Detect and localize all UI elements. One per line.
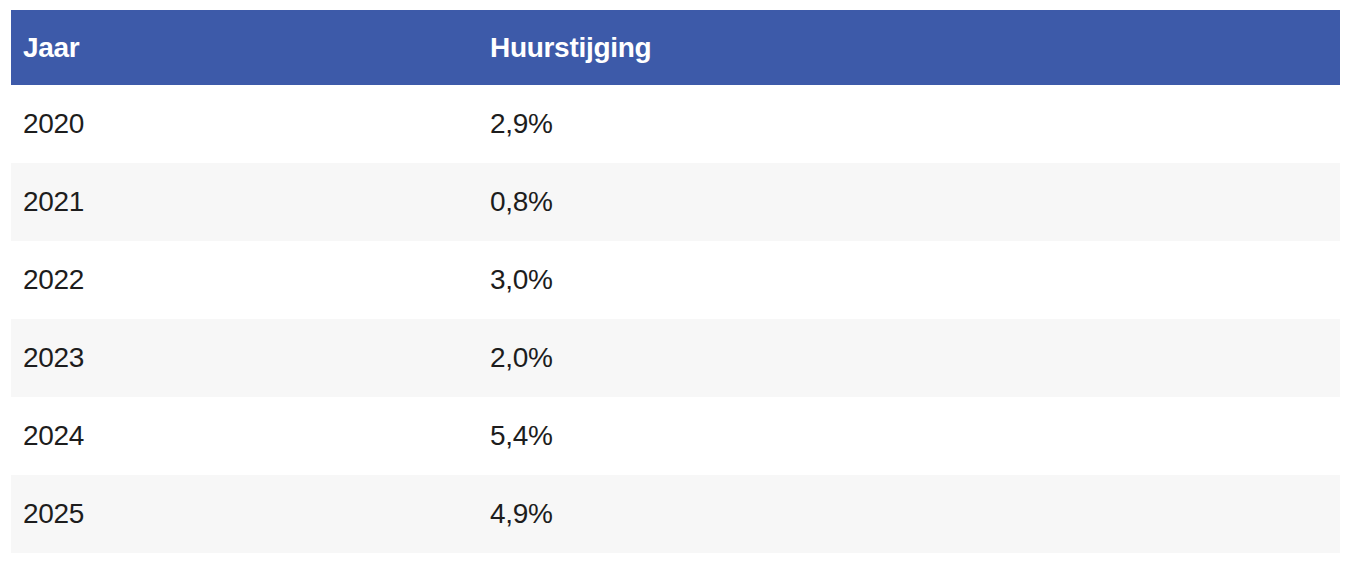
table-row: 2024 5,4% [11, 397, 1340, 475]
increase-cell: 2,9% [478, 110, 1340, 138]
rent-increase-table: Jaar Huurstijging 2020 2,9% 2021 0,8% 20… [11, 10, 1340, 553]
year-cell: 2020 [11, 110, 478, 138]
increase-cell: 4,9% [478, 500, 1340, 528]
increase-cell: 2,0% [478, 344, 1340, 372]
increase-cell: 5,4% [478, 422, 1340, 450]
year-cell: 2023 [11, 344, 478, 372]
increase-cell: 3,0% [478, 266, 1340, 294]
table-row: 2025 4,9% [11, 475, 1340, 553]
table-header-row: Jaar Huurstijging [11, 10, 1340, 85]
year-cell: 2025 [11, 500, 478, 528]
year-cell: 2024 [11, 422, 478, 450]
increase-cell: 0,8% [478, 188, 1340, 216]
table-row: 2022 3,0% [11, 241, 1340, 319]
table-row: 2023 2,0% [11, 319, 1340, 397]
year-cell: 2021 [11, 188, 478, 216]
year-cell: 2022 [11, 266, 478, 294]
table-row: 2021 0,8% [11, 163, 1340, 241]
table-row: 2020 2,9% [11, 85, 1340, 163]
column-header-huurstijging: Huurstijging [478, 34, 1340, 62]
column-header-jaar: Jaar [11, 34, 478, 62]
